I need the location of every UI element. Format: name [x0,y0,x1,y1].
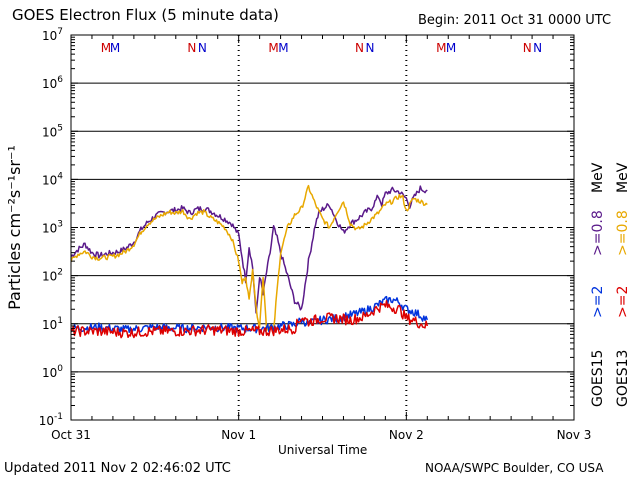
satellite-marker: N [366,41,375,55]
begin-timestamp: Begin: 2011 Oct 31 0000 UTC [418,13,612,28]
legend-threshold-08mev: >=0.8 [590,210,606,256]
y-tick-label: 103 [42,220,63,236]
legend-threshold-08mev: >=0.8 [615,210,631,256]
y-tick-label: 100 [42,364,63,380]
credit-line: NOAA/SWPC Boulder, CO USA [425,461,604,475]
satellite-marker: M [436,41,446,55]
y-tick-label: 102 [42,268,63,284]
y-axis-label: Particles cm⁻²s⁻¹sr⁻¹ [5,145,24,310]
chart-title: GOES Electron Flux (5 minute data) [12,6,279,24]
series-layer [71,184,429,339]
x-tick-label: Nov 2 [389,428,424,442]
satellite-marker: M [268,41,278,55]
satellite-marker: M [101,41,111,55]
series-line [71,300,429,339]
satellite-marker: N [187,41,196,55]
satellite-marker: M [110,41,120,55]
updated-timestamp: Updated 2011 Nov 2 02:46:02 UTC [4,461,231,476]
y-tick-label: 101 [42,316,63,332]
x-tick-label: Oct 31 [51,428,91,442]
legend-satellite: GOES15 [590,350,606,407]
satellite-marker: N [533,41,542,55]
satellite-marker: N [523,41,532,55]
satellite-marker: M [278,41,288,55]
y-tick-label: 104 [42,171,63,187]
y-tick-label: 107 [42,27,63,43]
x-tick-label: Nov 3 [557,428,592,442]
marker-layer: MM N N M M N N M M N N [101,41,542,55]
y-tick-label: 106 [42,75,63,91]
grid-layer [71,35,574,420]
legend-threshold-2mev: >=2 [590,286,606,318]
legend-satellite: GOES13 [615,350,631,407]
series-line [71,184,428,332]
satellite-marker: M [446,41,456,55]
legend-threshold-2mev: >=2 [615,286,631,318]
series-line [71,185,428,314]
legend-unit: MeV [590,162,606,193]
legend-unit: MeV [615,162,631,193]
legend-layer: GOES15 >=2 >=0.8 MeV GOES13 >=2 >=0.8 MeV [590,162,631,407]
y-tick-label: 10-1 [39,412,63,428]
y-tick-label: 105 [42,123,63,139]
satellite-marker: N [355,41,364,55]
x-axis-label: Universal Time [278,443,368,457]
x-tick-label: Nov 1 [221,428,256,442]
satellite-marker: N [198,41,207,55]
